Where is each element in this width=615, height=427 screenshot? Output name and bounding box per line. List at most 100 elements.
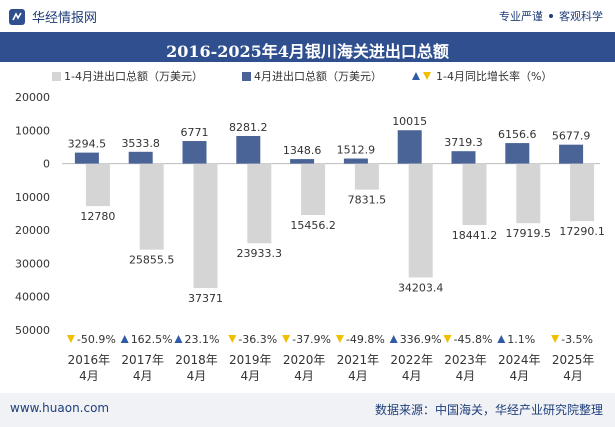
bar-cumulative <box>85 163 110 207</box>
growth-up-marker <box>120 335 129 343</box>
data-label-cumulative: 23933.3 <box>237 247 283 260</box>
growth-label: -49.8% <box>346 333 385 346</box>
bar-cumulative <box>247 163 272 244</box>
growth-label: -50.9% <box>77 333 116 346</box>
growth-label: -37.9% <box>292 333 331 346</box>
legend-swatch-cumulative <box>52 72 61 81</box>
data-label-cumulative: 25855.5 <box>129 254 175 267</box>
y-tick-label: 10000 <box>15 191 50 204</box>
data-label-month: 1512.9 <box>337 144 376 157</box>
growth-up-marker <box>174 335 183 343</box>
data-label-month: 3533.8 <box>121 137 160 150</box>
legend-label-growth: 1-4月同比增长率（%） <box>436 69 552 83</box>
x-tick-label-year: 2020年 <box>283 353 326 367</box>
x-tick-label-month: 4月 <box>240 369 260 383</box>
growth-down-marker <box>66 335 75 343</box>
data-label-month: 5677.9 <box>552 130 591 143</box>
x-tick-label-year: 2017年 <box>121 353 164 367</box>
chart: 1-4月进出口总额（万美元） 4月进出口总额（万美元） 1-4月同比增长率（%） 20… <box>15 69 605 383</box>
x-tick-label-month: 4月 <box>133 369 153 383</box>
bar-cumulative <box>301 163 326 216</box>
bar-month <box>343 158 368 164</box>
data-label-month: 1348.6 <box>283 144 322 157</box>
bar-month <box>451 151 476 164</box>
growth-label: -36.3% <box>238 333 277 346</box>
legend-swatch-month <box>242 72 251 81</box>
data-label-cumulative: 34203.4 <box>398 281 444 294</box>
x-tick-label-month: 4月 <box>402 369 422 383</box>
legend-down-triangle-icon <box>423 72 431 80</box>
data-label-cumulative: 17290.1 <box>559 225 605 238</box>
growth-down-marker <box>228 335 237 343</box>
growth-label: 162.5% <box>131 333 173 346</box>
x-tick-label-month: 4月 <box>187 369 207 383</box>
data-label-cumulative: 37371 <box>188 292 223 305</box>
growth-label: 23.1% <box>185 333 220 346</box>
x-tick-label-month: 4月 <box>509 369 529 383</box>
data-label-month: 8281.2 <box>229 121 268 134</box>
y-tick-label: 20000 <box>15 91 50 104</box>
legend-up-triangle-icon <box>412 72 420 80</box>
y-tick-label: 50000 <box>15 324 50 337</box>
separator-dot-icon <box>549 14 553 18</box>
growth-label: -45.8% <box>454 333 493 346</box>
legend-label-month: 4月进出口总额（万美元） <box>254 69 382 83</box>
x-tick-label-year: 2022年 <box>390 353 433 367</box>
x-tick-label-month: 4月 <box>563 369 583 383</box>
footer: www.huaon.com 数据来源：中国海关，华经产业研究院整理 <box>0 393 615 427</box>
title-bar: 2016-2025年4月银川海关进出口总额 <box>0 32 615 62</box>
y-tick-label: 10000 <box>15 124 50 137</box>
x-tick-label-year: 2023年 <box>444 353 487 367</box>
data-label-month: 10015 <box>392 115 427 128</box>
growth-down-marker <box>282 335 291 343</box>
data-label-month: 6771 <box>181 126 209 139</box>
data-label-month: 3719.3 <box>444 136 483 149</box>
bar-cumulative <box>516 163 541 224</box>
bar-cumulative <box>139 163 164 250</box>
bar-cumulative <box>462 163 487 225</box>
y-tick-label: 40000 <box>15 291 50 304</box>
x-tick-label-year: 2025年 <box>552 353 595 367</box>
footer-source: 数据来源：中国海关，华经产业研究院整理 <box>374 403 603 417</box>
growth-label: 336.9% <box>400 333 442 346</box>
y-tick-label: 0 <box>43 158 50 171</box>
growth-label: -3.5% <box>561 333 593 346</box>
bar-month <box>397 130 422 164</box>
bar-month <box>236 136 261 164</box>
x-tick-label-year: 2016年 <box>68 353 111 367</box>
x-tick-label-year: 2019年 <box>229 353 272 367</box>
x-tick-label-year: 2021年 <box>337 353 380 367</box>
y-tick-label: 30000 <box>15 257 50 270</box>
data-label-month: 6156.6 <box>498 128 537 141</box>
x-tick-label-month: 4月 <box>456 369 476 383</box>
data-label-cumulative: 7831.5 <box>348 194 387 207</box>
bar-month <box>74 152 99 164</box>
growth-up-marker <box>497 335 506 343</box>
site-name: 华经情报网 <box>32 11 98 26</box>
footer-url[interactable]: www.huaon.com <box>10 401 110 415</box>
bar-month <box>559 144 584 164</box>
data-label-cumulative: 12780 <box>80 210 115 223</box>
x-tick-label-month: 4月 <box>294 369 314 383</box>
chart-title: 2016-2025年4月银川海关进出口总额 <box>166 42 449 61</box>
growth-down-marker <box>443 335 452 343</box>
data-label-cumulative: 18441.2 <box>452 229 498 242</box>
x-tick-label-year: 2024年 <box>498 353 541 367</box>
bar-cumulative <box>193 163 218 288</box>
logo-icon <box>9 9 25 25</box>
growth-down-marker <box>551 335 560 343</box>
bar-month <box>505 143 530 164</box>
tagline-left: 专业严谨 <box>499 10 543 23</box>
tagline-right: 客观科学 <box>559 10 603 23</box>
data-label-cumulative: 15456.2 <box>290 219 336 232</box>
growth-down-marker <box>335 335 344 343</box>
y-tick-label: 20000 <box>15 224 50 237</box>
bar-cumulative <box>354 163 379 190</box>
legend-label-cumulative: 1-4月进出口总额（万美元） <box>64 69 203 83</box>
x-tick-label-month: 4月 <box>348 369 368 383</box>
bar-cumulative <box>570 163 595 222</box>
x-tick-label-month: 4月 <box>79 369 99 383</box>
bar-month <box>128 151 153 164</box>
top-bar: 华经情报网 专业严谨 客观科学 <box>0 0 615 32</box>
bar-cumulative <box>408 163 433 278</box>
